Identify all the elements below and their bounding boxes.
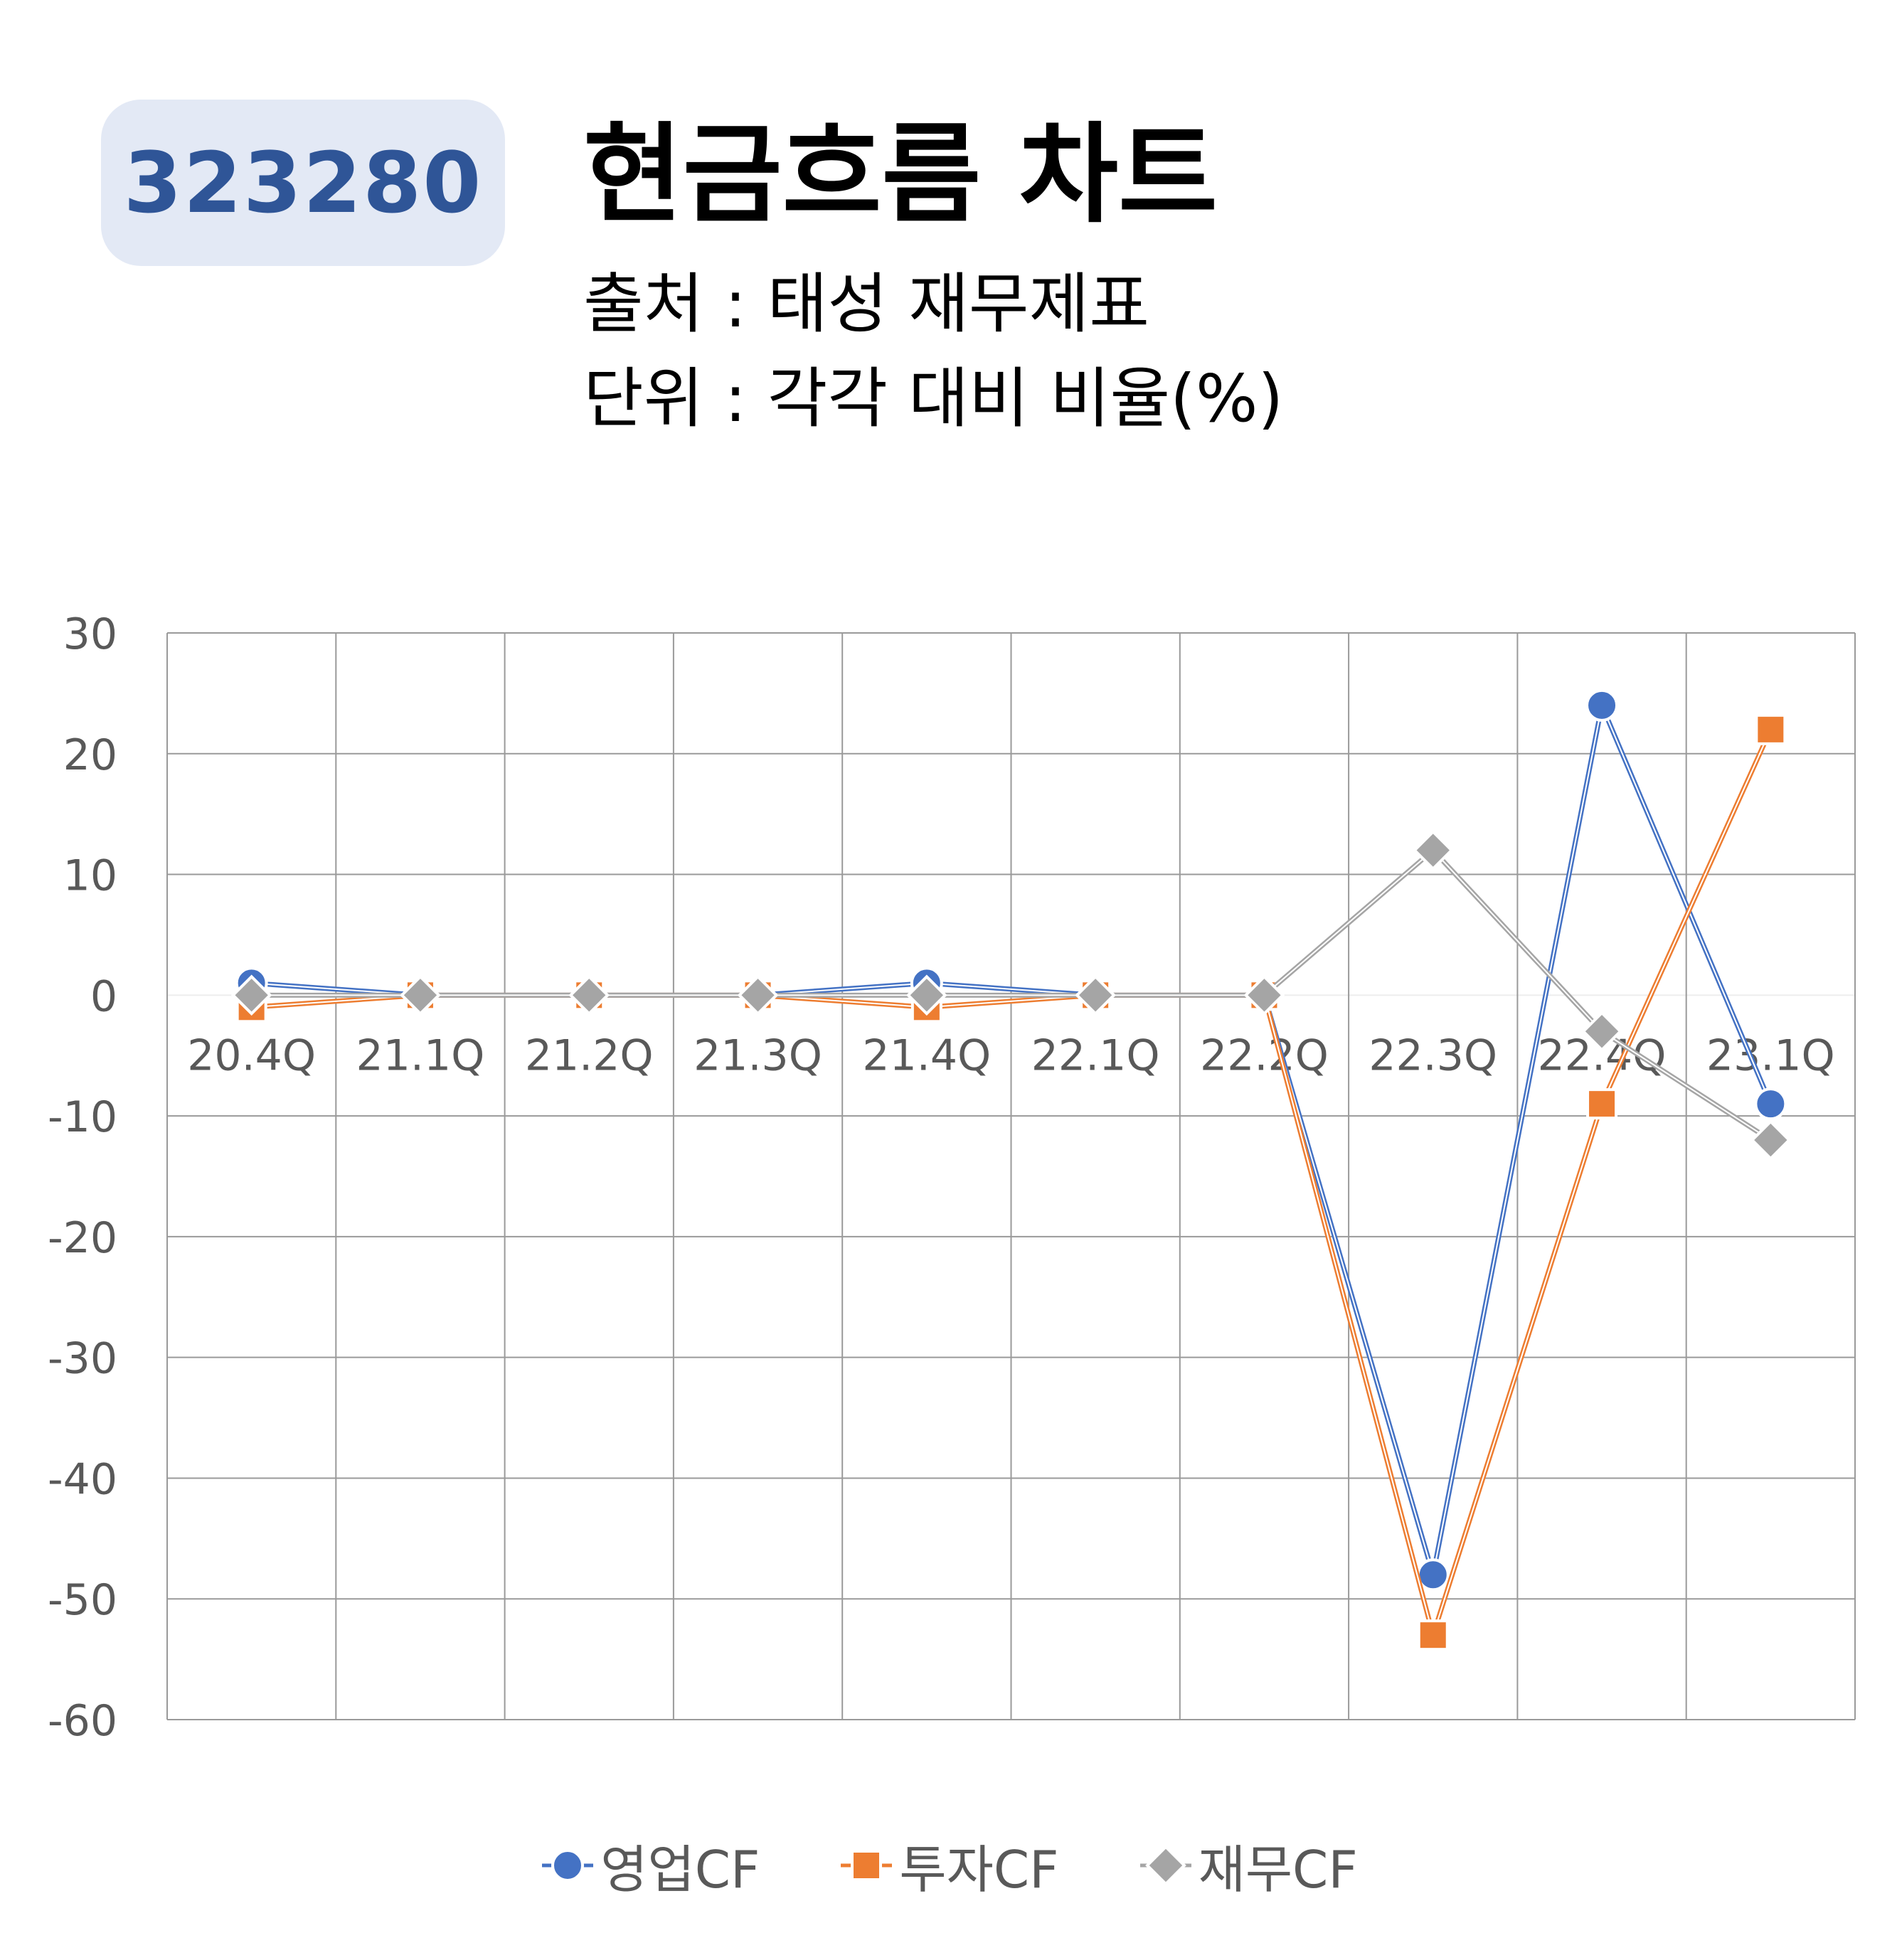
y-tick-label: -20: [48, 1213, 117, 1263]
legend-label: 재무CF: [1198, 1840, 1358, 1900]
ticker-badge: 323280: [101, 100, 505, 266]
y-tick-label: -40: [48, 1454, 117, 1504]
y-tick-label: -50: [48, 1575, 117, 1625]
x-tick-label: 22.3Q: [1369, 1030, 1497, 1080]
unit-line: 단위 : 각각 대비 비율(%): [583, 361, 1284, 437]
chart-title: 현금흐름 차트: [583, 112, 1218, 238]
data-point-circle: [1585, 688, 1619, 722]
legend-item: 투자CF: [838, 1828, 1059, 1902]
legend-marker-square: [841, 1849, 893, 1881]
data-point-diamond: [1581, 1011, 1622, 1053]
ticker-code: 323280: [123, 134, 483, 232]
chart-legend: 영업CF 투자CF 재무CF: [0, 1828, 1897, 1902]
data-point-diamond: [400, 974, 441, 1016]
legend-symbol: [551, 1848, 585, 1882]
legend-marker-circle: [542, 1848, 594, 1882]
data-point-diamond: [906, 974, 947, 1016]
data-point-square: [1586, 1088, 1618, 1120]
x-tick-label: 21.4Q: [862, 1030, 991, 1080]
series-3: [230, 829, 1792, 1161]
data-point-diamond: [230, 974, 272, 1016]
legend-marker-diamond: [1139, 1844, 1191, 1886]
x-tick-label: 22.1Q: [1031, 1030, 1160, 1080]
legend-label: 투자CF: [899, 1840, 1059, 1900]
data-point-diamond: [1075, 974, 1116, 1016]
data-point-square: [1755, 713, 1787, 745]
series-line-inner: [251, 849, 1771, 1141]
data-point-diamond: [1412, 829, 1454, 871]
y-tick-label: 0: [90, 971, 117, 1021]
legend-symbol: [1144, 1844, 1186, 1886]
legend-label: 영업CF: [600, 1840, 760, 1900]
data-point-diamond: [568, 974, 610, 1016]
y-tick-label: -10: [48, 1092, 117, 1142]
x-tick-label: 23.1Q: [1706, 1030, 1835, 1080]
source-line: 출처 : 태성 재무제표: [583, 266, 1149, 342]
legend-item: 재무CF: [1137, 1828, 1358, 1902]
x-tick-label: 21.1Q: [356, 1030, 485, 1080]
y-tick-label: 20: [63, 730, 117, 780]
legend-item: 영업CF: [539, 1828, 760, 1902]
x-tick-label: 20.4Q: [187, 1030, 316, 1080]
data-point-square: [1417, 1619, 1449, 1651]
y-tick-label: -60: [48, 1696, 117, 1746]
legend-symbol: [851, 1849, 883, 1881]
data-point-diamond: [1243, 974, 1285, 1016]
data-point-circle: [1416, 1558, 1450, 1592]
y-tick-label: 30: [63, 609, 117, 659]
y-tick-label: -30: [48, 1334, 117, 1384]
y-tick-label: 10: [63, 851, 117, 901]
x-tick-label: 21.3Q: [694, 1030, 822, 1080]
x-tick-label: 22.2Q: [1200, 1030, 1329, 1080]
x-tick-label: 21.2Q: [525, 1030, 654, 1080]
data-point-diamond: [737, 974, 779, 1016]
data-point-circle: [1754, 1087, 1787, 1121]
data-point-diamond: [1750, 1119, 1792, 1161]
